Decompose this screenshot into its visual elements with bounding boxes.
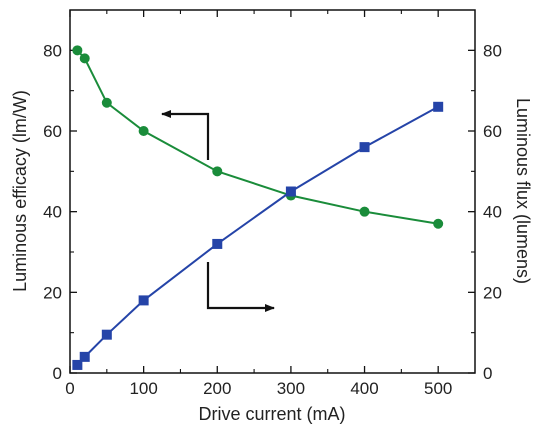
- right-y-tick-label: 0: [483, 364, 492, 383]
- left-axis-arrow: [161, 110, 210, 160]
- ticks-layer: 0 100 200 300 400 500 0 20 40 60 80 0 20 40 60 80: [43, 10, 502, 398]
- series-0-point: [101, 97, 112, 108]
- series-line-1: [76, 105, 439, 366]
- left-y-tick-label: 60: [43, 122, 62, 141]
- right-axis-title: Luminous flux (lumens): [513, 98, 533, 284]
- left-y-tick-label: 80: [43, 41, 62, 60]
- x-tick-label: 500: [424, 379, 452, 398]
- x-tick-label: 0: [65, 379, 74, 398]
- series-line-0: [76, 49, 439, 225]
- series-1-point: [101, 329, 112, 340]
- left-y-tick-label: 0: [53, 364, 62, 383]
- right-y-tick-label: 60: [483, 122, 502, 141]
- series-1-point: [285, 186, 296, 197]
- right-axis-arrow: [206, 262, 275, 312]
- series-1-point: [72, 359, 83, 370]
- left-y-tick-label: 40: [43, 203, 62, 222]
- series-0-point: [359, 206, 370, 217]
- x-axis-title: Drive current (mA): [198, 404, 345, 424]
- left-axis-title: Luminous efficacy (lm/W): [10, 90, 30, 292]
- x-tick-label: 400: [350, 379, 378, 398]
- x-tick-label: 100: [129, 379, 157, 398]
- x-tick-label: 200: [203, 379, 231, 398]
- series-0-point: [212, 166, 223, 177]
- series-1-point: [359, 142, 370, 153]
- right-y-tick-label: 40: [483, 203, 502, 222]
- series-layer: [72, 45, 444, 370]
- series-1-point: [433, 101, 444, 112]
- right-y-tick-label: 20: [483, 283, 502, 302]
- annotation-layer: [161, 110, 275, 312]
- series-0-point: [79, 53, 90, 64]
- series-1-point: [138, 295, 149, 306]
- plot-frame: [69, 9, 476, 374]
- series-1-point: [212, 238, 223, 249]
- series-0-point: [433, 218, 444, 229]
- series-0-point: [138, 126, 149, 136]
- left-y-tick-label: 20: [43, 283, 62, 302]
- series-0-point: [72, 45, 83, 56]
- series-1-point: [79, 351, 90, 362]
- x-tick-label: 300: [277, 379, 305, 398]
- right-y-tick-label: 80: [483, 41, 502, 60]
